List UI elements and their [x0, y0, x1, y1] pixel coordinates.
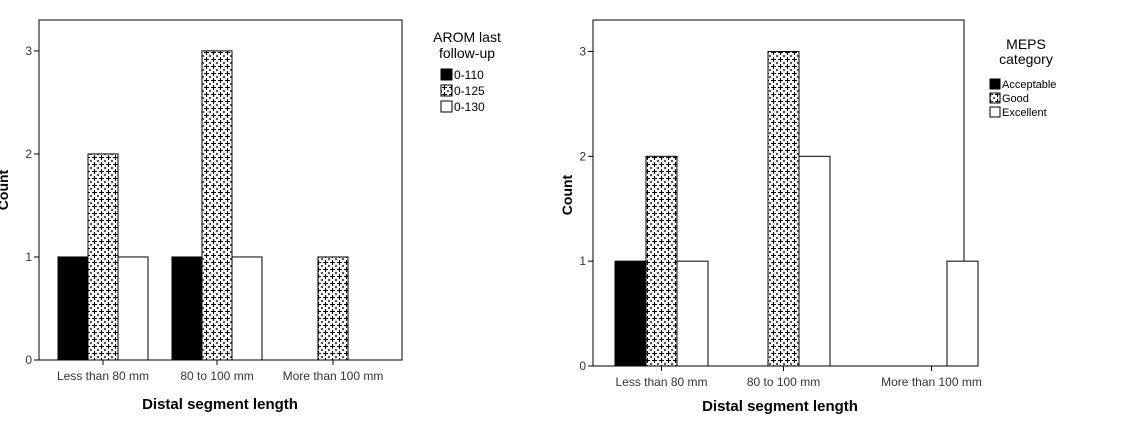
legend-swatch [440, 100, 453, 113]
legend-swatch [440, 84, 453, 97]
y-tick-label: 0 [25, 353, 32, 367]
x-tick-label: Less than 80 mm [57, 369, 149, 383]
bar-0-130-1 [117, 256, 149, 361]
bar-excellent-2 [798, 155, 831, 367]
bar-0-130-2 [231, 256, 263, 361]
legend-title-line-2: follow-up [439, 45, 495, 61]
legend-swatch [989, 106, 1001, 118]
y-axis-label: Count [0, 169, 11, 210]
bar-0-125-3 [317, 256, 349, 361]
legend-label: 0-125 [454, 84, 485, 98]
legend-swatch [440, 68, 453, 81]
bar-acceptable-1 [614, 260, 647, 367]
y-tick-label: 1 [579, 254, 586, 268]
legend-label: Excellent [1002, 107, 1047, 119]
bar-0-125-2 [201, 50, 233, 361]
y-tick-label: 2 [579, 149, 586, 163]
x-tick-label: 80 to 100 mm [180, 369, 253, 383]
bar-0-110-1 [57, 256, 89, 361]
bar-0-110-2 [171, 256, 203, 361]
y-tick-label: 3 [579, 44, 586, 58]
bar-0-125-1 [87, 153, 119, 361]
y-tick-label: 0 [579, 359, 586, 373]
legend-label: 0-110 [454, 68, 484, 82]
x-tick-label: More than 100 mm [283, 369, 384, 383]
legend-title-line-1: MEPS [1006, 36, 1046, 52]
bar-good-1 [645, 155, 678, 367]
legend-label: Acceptable [1002, 79, 1056, 91]
y-tick-label: 2 [25, 147, 32, 161]
x-axis-label: Distal segment length [702, 398, 858, 415]
y-tick-label: 3 [25, 44, 32, 58]
bar-good-2 [767, 50, 800, 367]
bar-excellent-3 [946, 260, 979, 367]
bar-excellent-1 [676, 260, 709, 367]
x-tick-label: 80 to 100 mm [747, 375, 820, 389]
legend-label: Good [1002, 93, 1029, 105]
x-tick-label: More than 100 mm [881, 375, 982, 389]
legend-swatch [989, 78, 1001, 90]
x-axis-label: Distal segment length [142, 396, 298, 413]
x-tick-label: Less than 80 mm [615, 375, 707, 389]
legend: MEPS category Acceptable Good Excellent [989, 36, 1056, 119]
y-tick-label: 1 [25, 250, 32, 264]
legend-title-line-1: AROM last [433, 29, 501, 45]
legend-title-line-2: category [999, 51, 1053, 67]
y-axis-label: Count [559, 174, 575, 215]
legend-swatch [989, 92, 1001, 104]
chart-1: 0 1 2 3 Less than 80 mm 80 to 100 mm More tha… [0, 19, 501, 413]
legend-label: 0-130 [454, 100, 485, 114]
legend: AROM last follow-up 0-110 0-125 0-130 [433, 29, 501, 114]
chart-2: 0 1 2 3 Less than 80 mm 80 to 100 mm More tha… [559, 19, 1056, 415]
